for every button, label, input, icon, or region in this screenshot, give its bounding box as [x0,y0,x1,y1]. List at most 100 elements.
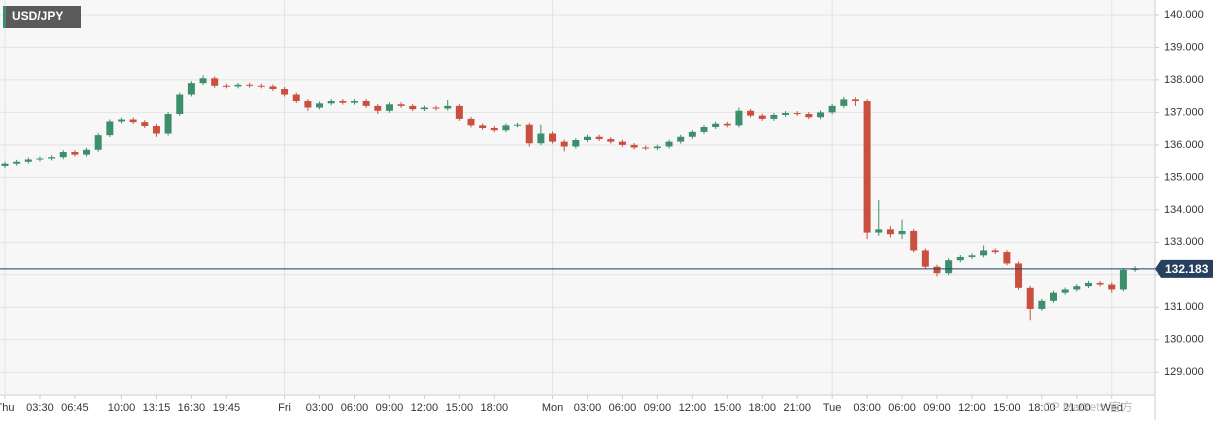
x-tick-label: 15:00 [446,402,474,414]
candle-body [735,110,743,126]
candle-body [653,146,661,149]
x-tick-label: 18:00 [748,402,776,414]
y-tick-label: 136.000 [1164,139,1204,151]
candle-body [1096,282,1104,285]
candle-body [94,135,102,150]
x-tick-label: 03:00 [574,402,602,414]
candle-body [129,119,137,123]
candle-body [782,113,790,115]
candle-body [537,133,545,144]
x-tick-label: 13:15 [143,402,171,414]
candle-body [397,104,405,106]
x-tick-label: 09:00 [923,402,951,414]
candle-body [805,114,813,118]
candle-body [875,229,883,233]
candle-body [1119,269,1127,290]
x-tick-label: 18:00 [481,402,509,414]
y-tick-label: 130.000 [1164,334,1204,346]
candle-body [71,152,79,155]
candle-body [304,101,312,108]
candle-body [688,131,696,137]
x-tick-label: 06:00 [341,402,369,414]
candle-body [199,78,207,84]
x-tick-label: 12:00 [958,402,986,414]
candle-body [840,99,848,106]
x-tick-label: Thu [0,402,14,414]
watermark: CP Markets 官方 [1043,399,1133,414]
x-tick-label: Fri [278,402,291,414]
candle-body [945,260,953,274]
candle-body [793,113,801,115]
candle-body [817,112,824,118]
candle-body [595,136,603,140]
x-tick-label: 06:00 [609,402,637,414]
candle-body [1131,268,1139,270]
candle-body [980,250,988,256]
y-tick-label: 138.000 [1164,74,1204,86]
candle-body [106,121,114,136]
x-tick-label: 12:00 [411,402,439,414]
candle-body [118,119,125,122]
candle-body [1003,252,1011,264]
x-tick-label: 09:00 [644,402,672,414]
x-tick-label: 06:45 [61,402,89,414]
candle-body [1061,289,1069,293]
title-box [3,6,81,28]
y-tick-label: 131.000 [1164,301,1204,313]
x-tick-label: 18:00 [1028,402,1056,414]
candle-body [758,115,766,119]
x-tick-label: Mon [542,402,563,414]
x-tick-label: 21:00 [783,402,811,414]
candle-body [385,104,393,111]
grid: 129.000130.000131.000132.000133.000134.0… [0,0,1204,414]
y-tick-label: 133.000 [1164,236,1204,248]
candle-body [48,157,56,159]
candle-body [374,105,382,111]
candle-body [1073,286,1081,290]
candle-body [770,114,778,119]
candle-body [490,127,498,131]
candle-body [1084,282,1092,287]
candle-body [723,123,731,126]
candle-body [898,230,906,235]
candle-body [584,136,591,141]
x-tick-label: 03:30 [26,402,54,414]
candle-body [13,161,21,164]
x-tick-label: 06:00 [888,402,916,414]
x-tick-label: 12:00 [679,402,707,414]
candle-body [956,256,964,261]
y-tick-label: 135.000 [1164,171,1204,183]
candle-body [479,125,487,128]
x-tick-label: 03:00 [853,402,881,414]
candle-body [24,159,32,162]
candle-body [36,158,44,160]
candle-body [607,139,615,142]
candle-body [164,114,172,134]
candle-body [281,89,289,95]
candle-body [618,141,626,145]
candle-body [444,105,452,109]
candle-body [292,94,300,102]
candle-body [642,147,650,149]
last-price-label: 132.183 [1165,262,1209,276]
candle-body [409,105,417,110]
candle-body [1108,284,1116,290]
candle-body [525,124,533,144]
candle-body [549,133,557,142]
y-tick-label: 129.000 [1164,366,1204,378]
x-tick-label: 03:00 [306,402,334,414]
candle-body [700,127,708,132]
candle-body [921,250,929,267]
candle-body [863,101,871,233]
candle-body [630,144,638,148]
candle-body [269,86,277,90]
candle-body [351,101,358,103]
x-tick-label: 15:00 [993,402,1021,414]
candle-body [991,250,999,253]
candle-body [1050,292,1057,301]
candle-body [246,84,254,86]
candle-body [59,152,67,158]
candle-body [327,101,335,104]
candle-body [1038,300,1046,309]
